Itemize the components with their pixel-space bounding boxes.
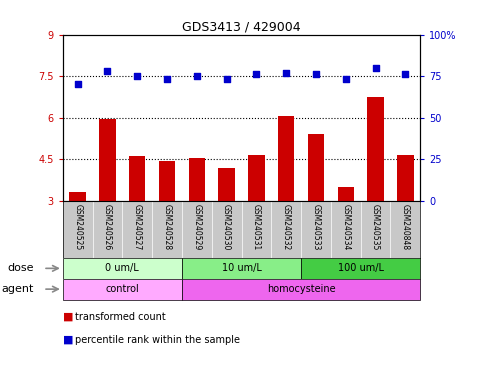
Point xyxy=(133,73,141,79)
Bar xyxy=(248,155,265,201)
Point xyxy=(312,71,320,78)
Bar xyxy=(278,116,294,201)
Bar xyxy=(63,279,182,300)
Text: GSM240848: GSM240848 xyxy=(401,204,410,250)
Text: ■: ■ xyxy=(63,312,73,322)
Text: GSM240529: GSM240529 xyxy=(192,204,201,250)
Bar xyxy=(182,258,301,279)
Point xyxy=(282,70,290,76)
Point xyxy=(372,65,380,71)
Text: homocysteine: homocysteine xyxy=(267,284,335,294)
Bar xyxy=(397,155,413,201)
Bar xyxy=(99,119,115,201)
Point xyxy=(74,81,82,88)
Text: 100 um/L: 100 um/L xyxy=(338,263,384,273)
Bar xyxy=(129,156,145,201)
Bar xyxy=(70,192,86,201)
Text: 0 um/L: 0 um/L xyxy=(105,263,139,273)
Point xyxy=(163,76,171,83)
Point xyxy=(104,68,112,74)
Point xyxy=(253,71,260,78)
Text: GSM240534: GSM240534 xyxy=(341,204,350,250)
Text: GSM240533: GSM240533 xyxy=(312,204,320,250)
Bar xyxy=(301,258,420,279)
Bar xyxy=(63,258,182,279)
Text: dose: dose xyxy=(8,263,34,273)
Point xyxy=(342,76,350,83)
Text: percentile rank within the sample: percentile rank within the sample xyxy=(75,335,240,345)
Bar xyxy=(368,97,384,201)
Text: GSM240532: GSM240532 xyxy=(282,204,291,250)
Bar xyxy=(189,158,205,201)
Bar xyxy=(218,167,235,201)
Point xyxy=(193,73,201,79)
Text: GSM240526: GSM240526 xyxy=(103,204,112,250)
Text: GSM240525: GSM240525 xyxy=(73,204,82,250)
Text: GSM240535: GSM240535 xyxy=(371,204,380,250)
Text: ■: ■ xyxy=(63,335,73,345)
Bar xyxy=(182,279,420,300)
Text: GSM240528: GSM240528 xyxy=(163,204,171,250)
Text: GSM240527: GSM240527 xyxy=(133,204,142,250)
Title: GDS3413 / 429004: GDS3413 / 429004 xyxy=(182,20,301,33)
Text: transformed count: transformed count xyxy=(75,312,166,322)
Text: 10 um/L: 10 um/L xyxy=(222,263,261,273)
Point xyxy=(401,71,409,78)
Bar xyxy=(159,161,175,201)
Text: control: control xyxy=(105,284,139,294)
Text: agent: agent xyxy=(2,284,34,294)
Bar xyxy=(308,134,324,201)
Text: GSM240530: GSM240530 xyxy=(222,204,231,250)
Bar xyxy=(338,187,354,201)
Text: GSM240531: GSM240531 xyxy=(252,204,261,250)
Point xyxy=(223,76,230,83)
